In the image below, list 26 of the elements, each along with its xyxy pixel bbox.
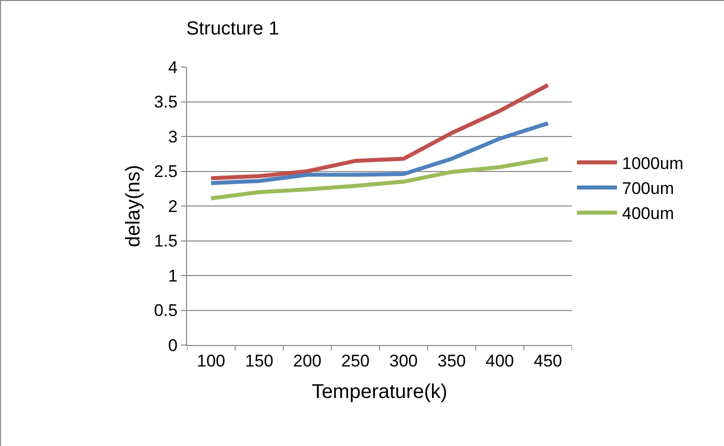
y-tick-label: 1 xyxy=(168,266,178,286)
y-axis-title: delay(ns) xyxy=(122,164,144,248)
y-tick-label: 0.5 xyxy=(154,301,178,320)
x-tick-label: 300 xyxy=(389,351,418,370)
line-series xyxy=(209,156,550,200)
y-tick-label: 0 xyxy=(168,336,178,355)
y-tick-label: 2.5 xyxy=(154,162,178,182)
line-series xyxy=(209,83,550,180)
legend-label: 400um xyxy=(622,204,674,224)
line-series xyxy=(209,121,550,186)
x-tick-label: 350 xyxy=(438,351,466,370)
y-tick-label: 3 xyxy=(168,127,178,146)
y-tick-label: 3.5 xyxy=(154,92,178,112)
legend-label: 700um xyxy=(622,179,674,198)
chart-title: Structure 1 xyxy=(186,18,280,40)
x-tick-label: 400 xyxy=(486,351,514,370)
x-tick-label: 450 xyxy=(534,351,562,370)
x-tick-label: 250 xyxy=(341,351,370,370)
x-tick-label: 150 xyxy=(245,351,274,370)
x-axis-title: Temperature(k) xyxy=(312,380,448,403)
legend-label: 1000um xyxy=(622,154,684,174)
x-tick-label: 100 xyxy=(196,351,226,370)
y-tick-label: 2 xyxy=(168,196,178,216)
y-tick-label: 4 xyxy=(168,58,178,77)
y-tick-label: 1.5 xyxy=(154,232,178,251)
x-tick-label: 200 xyxy=(293,351,322,370)
